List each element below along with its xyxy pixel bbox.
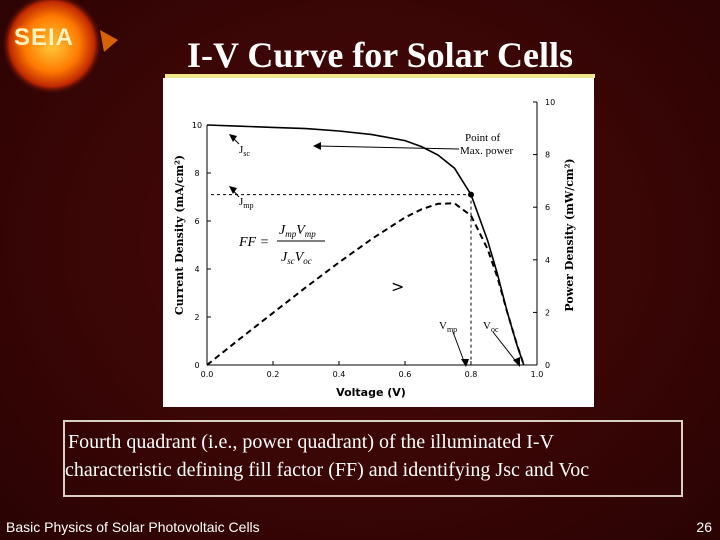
y-right-tick-label: 0 <box>545 361 550 370</box>
slide-title: I-V Curve for Solar Cells <box>187 35 573 75</box>
y-right-tick-label: 2 <box>545 308 550 317</box>
ff-formula: FF = JmpVmp JscVoc <box>238 223 325 266</box>
y-right-tick-label: 10 <box>545 98 555 107</box>
jmp-arrowhead <box>229 186 237 194</box>
logo-text: SEIA <box>14 24 75 51</box>
x-tick-label: 0.4 <box>333 370 346 379</box>
y-left-tick-label: 10 <box>192 121 202 130</box>
max-power-label-line1: Point of <box>465 132 500 144</box>
y-right-tick-label: 8 <box>545 151 550 160</box>
y-left-tick-label: 0 <box>194 361 199 370</box>
y-right-tick-label: 6 <box>545 203 550 212</box>
caption-box: Fourth quadrant (i.e., power quadrant) o… <box>63 420 683 497</box>
jsc-arrowhead <box>229 134 237 142</box>
title-underline <box>165 74 595 78</box>
voc-arrow <box>492 331 519 365</box>
power-density-curve <box>206 202 525 366</box>
footer-text: Basic Physics of Solar Photovoltaic Cell… <box>6 519 260 535</box>
page-number: 26 <box>696 519 712 535</box>
y-left-tick-label: 6 <box>194 217 199 226</box>
y-left-tick-label: 4 <box>194 265 199 274</box>
y-left-tick-label: 8 <box>194 169 199 178</box>
ff-lhs: FF = <box>238 235 269 250</box>
ff-denominator: JscVoc <box>281 250 312 266</box>
max-power-arrowhead <box>313 142 321 150</box>
x-tick-label: 0.2 <box>267 370 280 379</box>
vmp-label: Vmp <box>439 320 457 334</box>
y-right-tick-label: 4 <box>545 256 550 265</box>
ff-numerator: JmpVmp <box>279 223 316 239</box>
sun-logo-icon <box>2 0 118 94</box>
voc-arrowhead <box>513 357 520 367</box>
y-axis-right-title: Power Density (mW/cm²) <box>563 158 576 311</box>
caption-text: Fourth quadrant (i.e., power quadrant) o… <box>65 431 590 481</box>
x-axis-title: Voltage (V) <box>336 386 406 399</box>
vmp-arrow <box>452 331 466 365</box>
max-power-label-line2: Max. power <box>460 145 513 157</box>
jmp-label: Jmp <box>239 196 254 210</box>
iv-chart: 0.0 0.2 0.4 0.6 0.8 1.0 0 2 4 6 8 10 0 2 4 6 8 10 Voltage… <box>163 78 594 407</box>
direction-arrow-glyph: > <box>391 277 404 296</box>
y-left-tick-label: 2 <box>194 313 199 322</box>
seia-logo: SEIA <box>0 0 120 100</box>
x-tick-label: 0.6 <box>399 370 412 379</box>
x-tick-label: 0.8 <box>465 370 478 379</box>
max-power-arrow-line <box>317 145 460 150</box>
vmp-arrowhead <box>461 359 469 367</box>
x-tick-label: 1.0 <box>531 370 544 379</box>
voc-label: Voc <box>483 320 499 334</box>
jsc-label: Jsc <box>239 144 250 158</box>
x-tick-label: 0.0 <box>201 370 214 379</box>
y-axis-left-title: Current Density (mA/cm²) <box>173 155 186 315</box>
